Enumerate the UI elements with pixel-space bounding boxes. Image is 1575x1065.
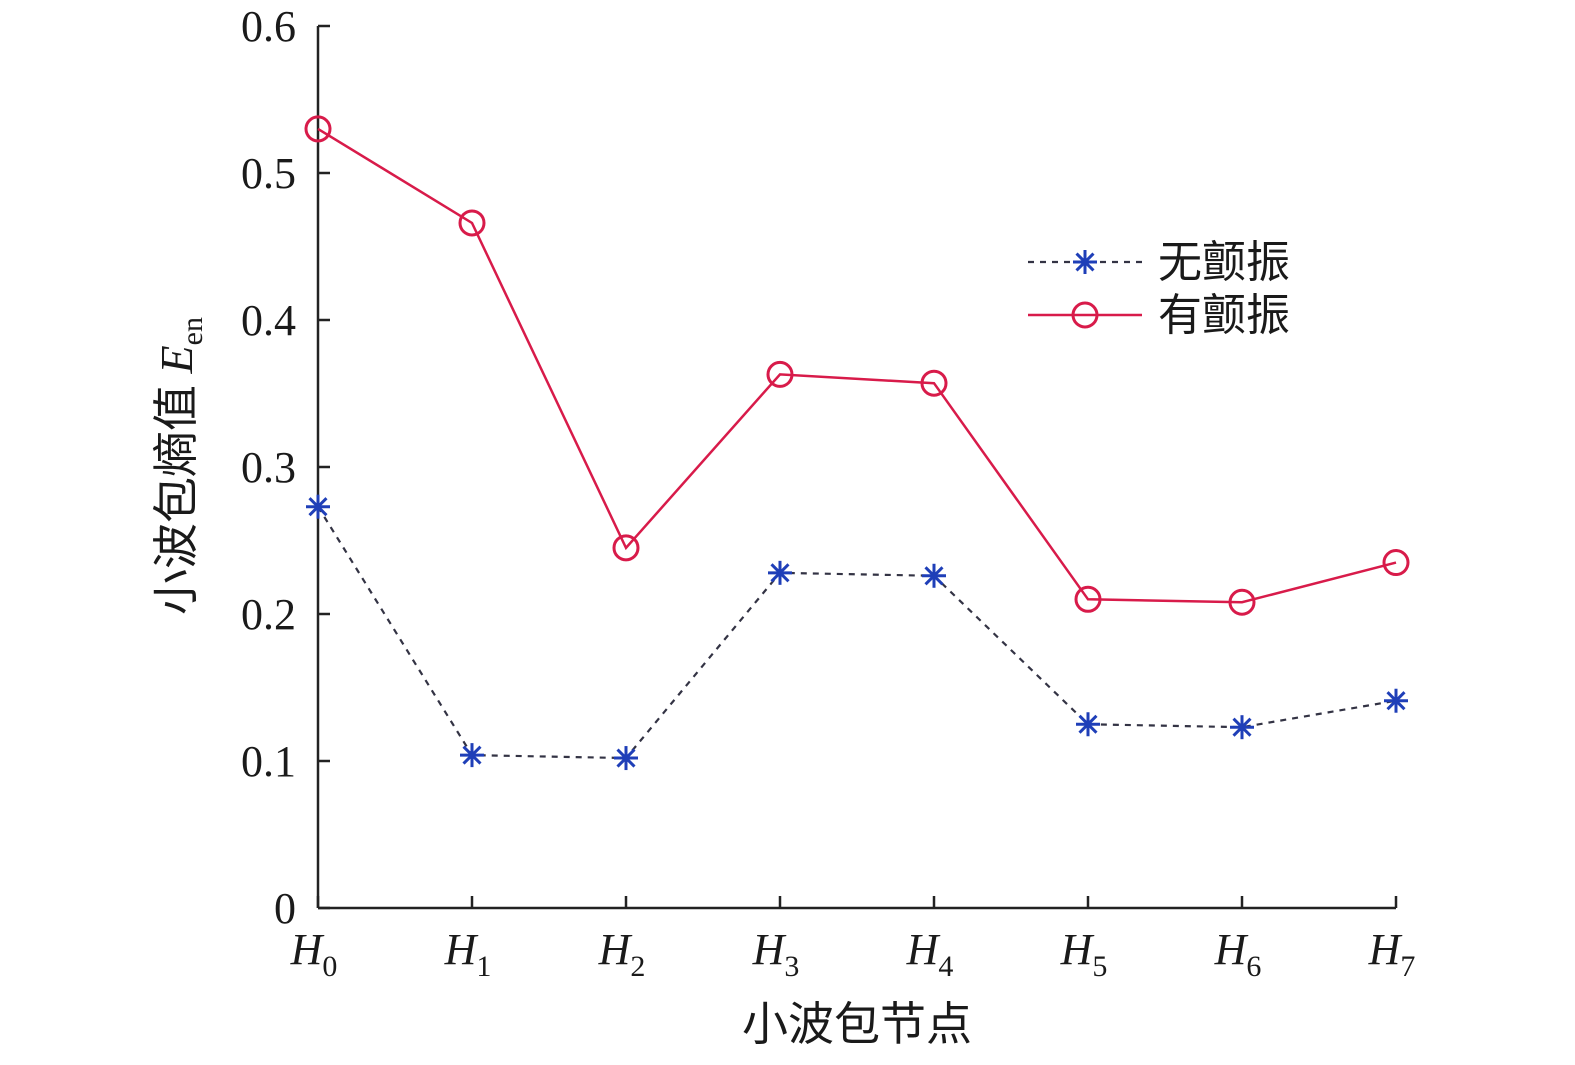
- asterisk-stroke: [462, 745, 482, 765]
- series-2: [304, 115, 1410, 616]
- legend-marker-asterisk: [1073, 250, 1097, 274]
- series-line: [317, 127, 1397, 604]
- data-point-asterisk: [768, 560, 792, 585]
- x-tick-label-sub: 5: [1092, 950, 1107, 983]
- data-point-asterisk: [460, 743, 484, 768]
- x-tick-label-main: H: [1368, 925, 1403, 974]
- legend-label: 无颤振: [1158, 238, 1290, 287]
- x-tick-label-main: H: [290, 925, 325, 974]
- x-tick-label-sub: 0: [322, 950, 337, 983]
- data-point-asterisk: [1384, 688, 1408, 713]
- x-tick-label-sub: 7: [1400, 950, 1415, 983]
- series-layer: [304, 115, 1410, 771]
- series-line: [317, 506, 1397, 760]
- data-point-asterisk: [614, 746, 638, 771]
- asterisk-stroke: [1075, 252, 1095, 272]
- y-tick-label: 0.4: [241, 296, 296, 345]
- legend-label: 有颤振: [1158, 291, 1290, 340]
- x-tick-label: H3: [752, 925, 800, 983]
- x-tick-label-main: H: [598, 925, 633, 974]
- y-tick-label: 0.3: [241, 443, 296, 492]
- data-point-circle: [458, 209, 486, 237]
- x-tick-label: H2: [598, 925, 646, 983]
- x-tick-label-main: H: [752, 925, 787, 974]
- axes-layer: 00.10.20.30.40.50.6H0 H1 H2 H3 H4 H5 H6 H7小波包节点…: [151, 2, 1415, 1050]
- y-axis-title-var: E: [151, 345, 202, 374]
- data-point-circle: [304, 115, 332, 143]
- asterisk-stroke: [770, 563, 790, 583]
- asterisk-stroke: [924, 566, 944, 586]
- legend-item: 无颤振: [1028, 238, 1290, 287]
- data-point-circle: [612, 534, 640, 562]
- data-point-circle: [1074, 585, 1102, 613]
- series-1: [306, 494, 1408, 771]
- x-tick-label: H1: [444, 925, 492, 983]
- asterisk-stroke: [1386, 691, 1406, 711]
- legend-item: 有颤振: [1028, 291, 1290, 340]
- legend-marker-circle: [1071, 301, 1099, 329]
- asterisk-stroke: [1078, 714, 1098, 734]
- data-point-asterisk: [922, 563, 946, 588]
- x-axis-title: 小波包节点: [742, 999, 972, 1050]
- x-tick-label: H5: [1060, 925, 1108, 983]
- y-axis-title-sub: en: [176, 317, 209, 345]
- asterisk-stroke: [616, 748, 636, 768]
- x-tick-label: H7: [1368, 925, 1416, 983]
- y-axis-title: 小波包熵值 Een: [151, 317, 209, 615]
- asterisk-stroke: [308, 497, 328, 517]
- y-tick-label: 0.1: [241, 737, 296, 786]
- asterisk-stroke: [1232, 717, 1252, 737]
- x-tick-label-sub: 4: [938, 950, 953, 983]
- x-tick-label-sub: 2: [630, 950, 645, 983]
- data-point-asterisk: [306, 494, 330, 519]
- x-tick-label-sub: 3: [784, 950, 799, 983]
- y-tick-label: 0.2: [241, 590, 296, 639]
- data-point-circle: [766, 360, 794, 388]
- y-tick-label: 0.6: [241, 2, 296, 51]
- y-tick-label: 0.5: [241, 149, 296, 198]
- x-tick-label: H4: [906, 925, 954, 983]
- x-tick-label-sub: 6: [1246, 950, 1261, 983]
- x-tick-label-sub: 1: [476, 950, 491, 983]
- x-tick-label: H0: [290, 925, 338, 983]
- x-tick-label-main: H: [1060, 925, 1095, 974]
- x-tick-label-main: H: [1214, 925, 1249, 974]
- x-tick-label-main: H: [906, 925, 941, 974]
- y-axis-title-main: 小波包熵值: [151, 373, 202, 615]
- data-point-circle: [1228, 588, 1256, 616]
- data-point-circle: [1382, 549, 1410, 577]
- x-tick-label-main: H: [444, 925, 479, 974]
- x-tick-label: H6: [1214, 925, 1262, 983]
- data-point-asterisk: [1076, 712, 1100, 737]
- y-tick-label: 0: [274, 884, 296, 933]
- data-point-circle: [920, 369, 948, 397]
- data-point-asterisk: [1230, 715, 1254, 740]
